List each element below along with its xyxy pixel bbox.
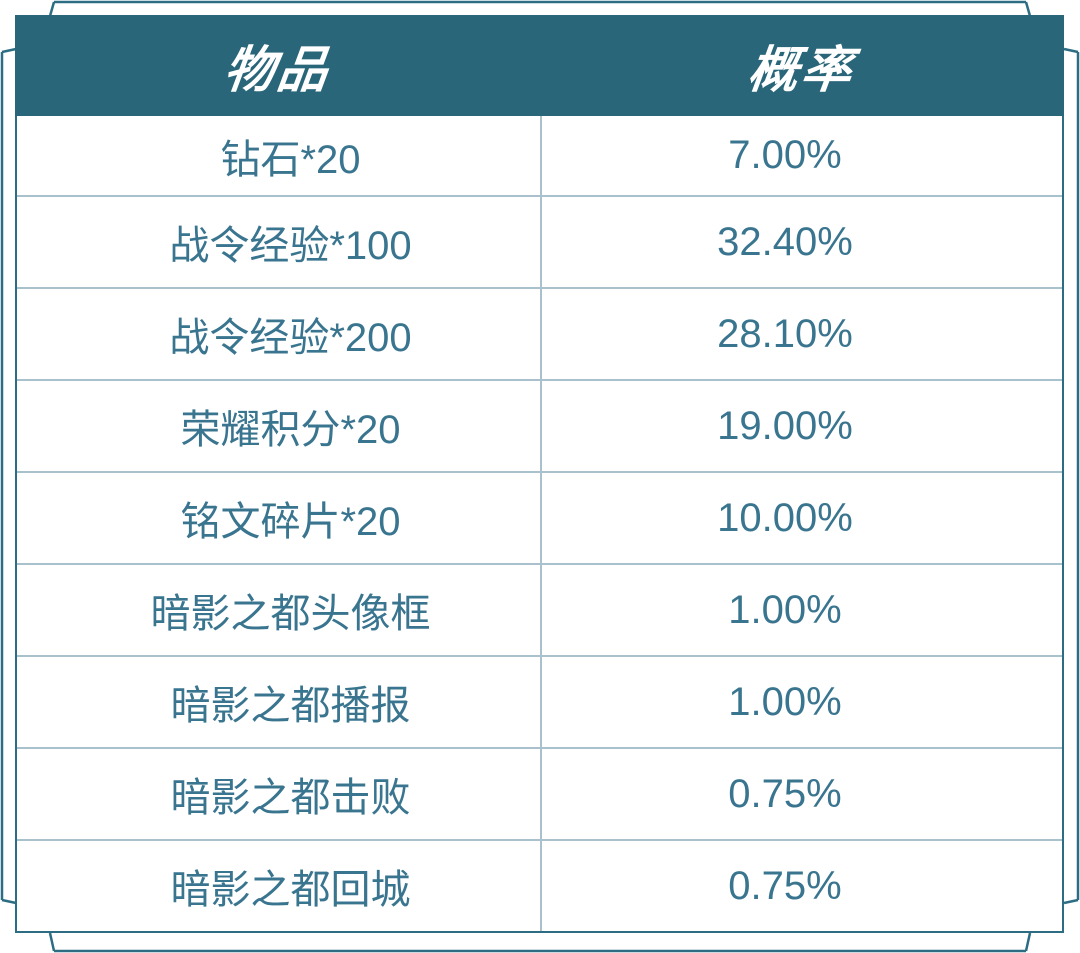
table-row: 暗影之都回城 0.75% [17, 839, 1062, 931]
probability-cell: 1.00% [540, 657, 1062, 747]
table-row: 战令经验*200 28.10% [17, 287, 1062, 379]
outline-right-top-notch [1063, 47, 1079, 54]
probability-cell: 1.00% [540, 565, 1062, 655]
item-cell: 铭文碎片*20 [180, 500, 401, 544]
probability-cell: 32.40% [540, 197, 1062, 287]
probability-cell: 10.00% [540, 473, 1062, 563]
item-cell: 暗影之都回城 [170, 868, 411, 912]
table-row: 暗影之都头像框 1.00% [17, 563, 1062, 655]
table-panel: 物品 概率 钻石*20 7.00% 战令经验*100 32.40% 战令经验*2… [15, 15, 1064, 933]
outline-top-left-notch [48, 1, 56, 17]
table-header: 物品 概率 [15, 15, 1064, 116]
table-row: 暗影之都击败 0.75% [17, 747, 1062, 839]
item-cell: 荣耀积分*20 [180, 408, 401, 452]
item-cell: 暗影之都播报 [170, 684, 411, 728]
table-row: 铭文碎片*20 10.00% [17, 471, 1062, 563]
item-cell: 暗影之都击败 [170, 776, 411, 820]
outline-top-right-notch [1024, 1, 1032, 17]
probability-cell: 19.00% [540, 381, 1062, 471]
outline-left-top-notch [1, 47, 17, 54]
table-row: 钻石*20 7.00% [17, 116, 1062, 195]
outline-left-bottom-notch [1, 898, 17, 905]
header-cell-probability: 概率 [540, 15, 1064, 116]
item-cell: 钻石*20 [220, 137, 361, 182]
item-cell: 战令经验*200 [169, 316, 412, 360]
item-cell: 战令经验*100 [169, 224, 412, 268]
header-cell-item: 物品 [15, 15, 540, 116]
table-body: 钻石*20 7.00% 战令经验*100 32.40% 战令经验*200 28.… [17, 116, 1062, 931]
outline-bottom-left-notch [48, 932, 56, 952]
item-cell: 暗影之都头像框 [150, 592, 431, 636]
outline-right-bottom-notch [1063, 898, 1079, 905]
table-row: 暗影之都播报 1.00% [17, 655, 1062, 747]
item-column-header: 物品 [220, 41, 334, 98]
probability-column-header: 概率 [745, 41, 858, 98]
probability-cell: 28.10% [540, 289, 1062, 379]
table-row: 荣耀积分*20 19.00% [17, 379, 1062, 471]
outline-bottom-right-notch [1024, 932, 1032, 952]
probability-cell: 7.00% [540, 116, 1062, 195]
probability-cell: 0.75% [540, 749, 1062, 839]
probability-cell: 0.75% [540, 841, 1062, 931]
table-row: 战令经验*100 32.40% [17, 195, 1062, 287]
